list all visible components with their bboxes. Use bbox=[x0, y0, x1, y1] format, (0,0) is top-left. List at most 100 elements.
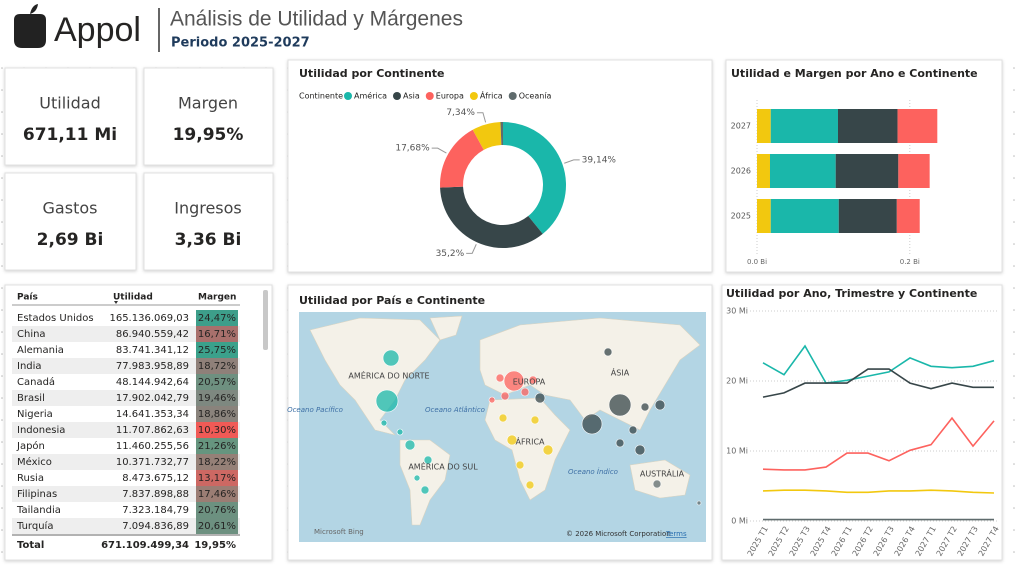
data-label: 7,34% bbox=[446, 108, 475, 118]
logo-icon bbox=[14, 14, 46, 48]
kpi-label: Utilidad bbox=[39, 94, 100, 113]
map-attribution: Microsoft Bing bbox=[314, 528, 364, 536]
land bbox=[629, 459, 691, 499]
country: Rusia bbox=[17, 473, 44, 484]
country: Alemania bbox=[17, 345, 64, 356]
profit: 11.460.255,56 bbox=[116, 441, 189, 452]
bar-segment bbox=[837, 109, 898, 143]
y-tick-label: 2026 bbox=[731, 167, 751, 176]
profit: 11.707.862,63 bbox=[116, 425, 189, 436]
bar-segment bbox=[770, 109, 838, 143]
kpi-value: 19,95% bbox=[173, 125, 244, 145]
map-bubble bbox=[503, 370, 525, 392]
bar-segment bbox=[838, 199, 897, 233]
margin: 16,71% bbox=[198, 329, 236, 340]
panel-title: Utilidad por Ano, Trimestre y Continente bbox=[726, 287, 977, 300]
map-bubble bbox=[498, 413, 508, 423]
country: Turquía bbox=[16, 520, 53, 532]
bar-segment bbox=[897, 109, 938, 143]
map-bubble bbox=[534, 392, 546, 404]
map-bubble bbox=[500, 391, 510, 401]
profit: 86.940.559,42 bbox=[116, 329, 189, 340]
margin-cell bbox=[196, 326, 238, 342]
map-bubble bbox=[528, 375, 538, 385]
leader-line bbox=[466, 244, 477, 254]
map-label: Oceano Pacífico bbox=[287, 406, 343, 414]
country: Estados Unidos bbox=[17, 313, 94, 324]
panel-title: Utilidad por Continente bbox=[299, 67, 445, 80]
map-bubble bbox=[696, 500, 702, 506]
kpi-label: Margen bbox=[178, 94, 238, 113]
map-bubble bbox=[628, 425, 638, 435]
kpi-value: 2,69 Bi bbox=[37, 230, 104, 250]
margin: 13,17% bbox=[198, 473, 236, 484]
margin: 19,46% bbox=[198, 393, 236, 404]
kpi-card bbox=[4, 172, 137, 271]
legend-label: América bbox=[354, 91, 387, 101]
table-header: País bbox=[17, 293, 38, 303]
data-label: 35,2% bbox=[436, 249, 465, 259]
legend-label: Europa bbox=[436, 92, 464, 101]
map-bubble bbox=[608, 393, 632, 417]
margin: 18,86% bbox=[198, 409, 236, 420]
donut-slice bbox=[440, 186, 543, 249]
table-header: Utilidad bbox=[113, 293, 153, 303]
map-bubble bbox=[488, 396, 496, 404]
margin: 25,75% bbox=[198, 345, 236, 356]
margin-cell bbox=[196, 422, 238, 438]
map-label: AMÉRICA DO NORTE bbox=[348, 370, 429, 381]
x-tick-label: 0.2 Bi bbox=[900, 258, 920, 266]
map-label: ÁFRICA bbox=[515, 436, 545, 447]
bar-segment bbox=[898, 154, 930, 188]
profit: 77.983.958,89 bbox=[116, 361, 189, 372]
kpi-label: Gastos bbox=[43, 199, 98, 218]
profit: 83.741.341,12 bbox=[116, 345, 189, 356]
margin-cell bbox=[196, 374, 238, 390]
country: Canadá bbox=[17, 376, 55, 388]
margin-cell bbox=[196, 390, 238, 406]
map-label: Oceano Atlântico bbox=[425, 406, 485, 414]
y-tick-label: 30 Mi bbox=[726, 307, 748, 316]
map-bubble bbox=[640, 402, 650, 412]
y-tick-label: 2027 bbox=[731, 122, 751, 131]
series-line bbox=[762, 368, 994, 398]
land bbox=[429, 315, 463, 341]
margin: 20,76% bbox=[198, 505, 236, 516]
country: Filipinas bbox=[17, 489, 57, 500]
legend-marker bbox=[393, 92, 401, 100]
y-tick-label: 20 Mi bbox=[726, 377, 748, 386]
margin-cell bbox=[196, 486, 238, 502]
bar-segment bbox=[769, 154, 836, 188]
series-line bbox=[762, 344, 995, 384]
margin: 24,47% bbox=[198, 313, 236, 324]
line-panel bbox=[721, 284, 1003, 561]
land bbox=[484, 397, 571, 501]
land bbox=[399, 439, 451, 526]
legend-label: África bbox=[480, 90, 503, 101]
map-bubble bbox=[495, 373, 505, 383]
margin-cell bbox=[196, 518, 238, 534]
x-tick-label: 0.0 Bi bbox=[747, 258, 767, 266]
map-bubble bbox=[413, 474, 421, 482]
total-cell: Total bbox=[17, 540, 44, 551]
profit: 10.371.732,77 bbox=[116, 457, 189, 468]
legend-title: Continente bbox=[299, 92, 343, 101]
map-bubble bbox=[375, 389, 399, 413]
scrollbar bbox=[263, 290, 268, 350]
country: Tailandia bbox=[16, 505, 61, 516]
row-band bbox=[12, 390, 240, 406]
map-bubble bbox=[506, 434, 518, 446]
series-line bbox=[762, 489, 995, 494]
margin-cell bbox=[196, 406, 238, 422]
country: México bbox=[17, 456, 52, 468]
map-bubble bbox=[581, 413, 603, 435]
bar-segment bbox=[770, 199, 839, 233]
map-copyright: © 2026 Microsoft Corporation bbox=[566, 530, 671, 538]
profit: 17.902.042,79 bbox=[116, 393, 189, 404]
y-tick-label: 0 Mi bbox=[731, 517, 748, 526]
map-bubble bbox=[634, 444, 646, 456]
donut-slice bbox=[440, 129, 484, 188]
row-band bbox=[12, 518, 240, 534]
map-bubble bbox=[525, 480, 535, 490]
